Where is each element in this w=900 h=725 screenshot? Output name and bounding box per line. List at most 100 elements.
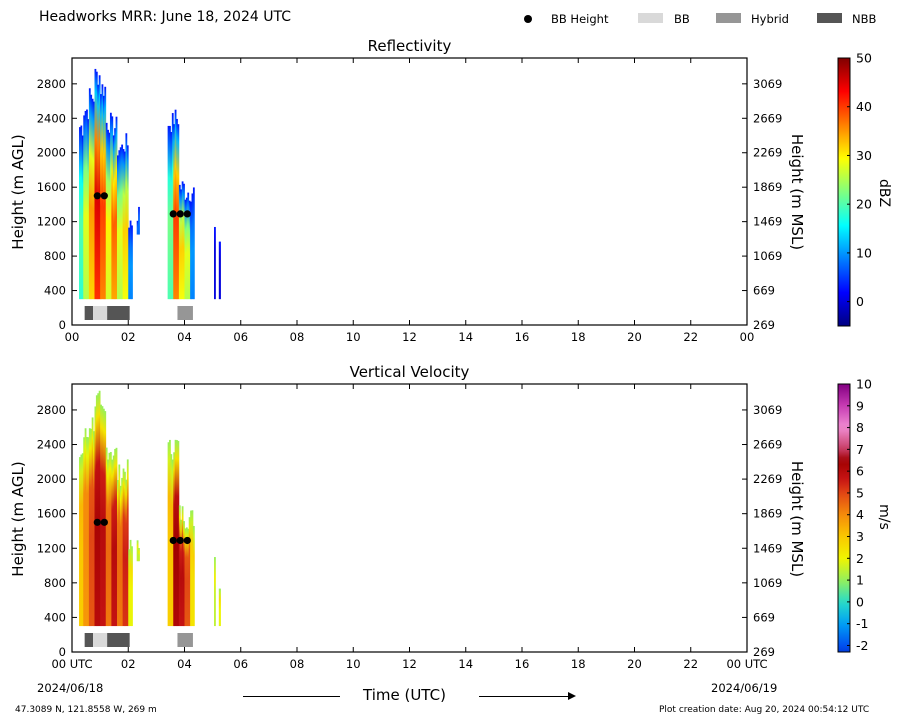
- echo-strip: [183, 521, 185, 627]
- y-tick-label-right: 269: [753, 318, 775, 332]
- bb-height-marker: [176, 536, 184, 545]
- echo-strip: [128, 549, 131, 627]
- echo-strip: [86, 109, 88, 300]
- echo-strip: [126, 459, 129, 627]
- echo-strip: [98, 390, 101, 627]
- colorbar-tick-label: 0: [856, 594, 864, 609]
- echo-strip: [86, 436, 88, 627]
- echo-strip: [176, 440, 178, 627]
- echo-strip: [180, 189, 183, 300]
- echo-strip: [138, 548, 140, 562]
- echo-strip: [84, 428, 87, 627]
- y-tick-label: 2400: [37, 111, 66, 125]
- echo-strip: [105, 447, 108, 627]
- y-tick-label-right: 2269: [753, 472, 782, 486]
- echo-strip: [93, 431, 95, 627]
- echo-strip: [169, 439, 171, 627]
- echo-strip: [117, 480, 119, 627]
- x-tick-label: 22: [683, 657, 698, 671]
- echo-strip: [84, 110, 87, 300]
- bb-type-bar-nbb: [107, 306, 130, 320]
- y-tick-label-right: 2269: [753, 146, 782, 160]
- echo-strip: [94, 68, 97, 300]
- echo-strip: [81, 135, 84, 300]
- echo-strip: [125, 479, 128, 627]
- y-tick-label: 2000: [37, 472, 66, 486]
- echo-strip: [121, 477, 124, 627]
- echo-strip: [178, 505, 181, 627]
- x-tick-label: 16: [515, 657, 530, 671]
- bb-height-marker: [93, 518, 101, 526]
- colorbar-tick-label: -2: [856, 638, 868, 653]
- end-date-label: 2024/06/19: [711, 681, 778, 695]
- colorbar-label: m/s: [876, 504, 892, 530]
- echo-strip: [118, 464, 121, 627]
- time-arrow-head: [568, 692, 576, 700]
- colorbar-tick-label: 30: [856, 148, 872, 163]
- bb-type-bar-hybrid: [177, 306, 193, 320]
- echo-strip: [183, 183, 185, 300]
- echo-strip: [214, 226, 216, 300]
- echo-strip: [188, 200, 191, 300]
- echo-strip: [176, 118, 178, 300]
- echo-strip: [122, 149, 125, 300]
- colorbar-tick-label: 6: [856, 464, 864, 479]
- y-tick-label: 400: [44, 610, 66, 624]
- y-tick-label: 0: [59, 645, 66, 659]
- echo-strip: [80, 454, 83, 627]
- echo-strip: [128, 227, 131, 300]
- echo-strip: [185, 197, 188, 300]
- echo-strip: [184, 528, 187, 627]
- legend-bb-swatch: [638, 13, 663, 23]
- y-tick-label-right: 1069: [753, 576, 782, 590]
- y-tick-label: 1200: [37, 541, 66, 555]
- colorbar-tick-label: 2: [856, 551, 864, 566]
- y-tick-label: 1200: [37, 215, 66, 229]
- legend-bb-height-label: BB Height: [551, 12, 609, 26]
- colorbar-tick-label: 7: [856, 442, 864, 457]
- echo-strip: [191, 510, 194, 627]
- colorbar-tick-label: 50: [856, 51, 872, 66]
- echo-strip: [131, 546, 133, 627]
- echo-strip: [119, 485, 122, 627]
- echo-strip: [129, 220, 132, 300]
- x-tick-label: 14: [458, 657, 473, 671]
- x-tick-label: 06: [233, 330, 248, 344]
- bb-type-bar-hybrid: [177, 633, 193, 647]
- colorbar-tick-label: 5: [856, 485, 864, 500]
- y-tick-label: 2400: [37, 438, 66, 452]
- echo-strip: [111, 459, 114, 627]
- echo-strip: [136, 220, 139, 235]
- y-tick-label: 400: [44, 284, 66, 298]
- echo-strip: [171, 113, 174, 300]
- echo-strip: [88, 428, 91, 627]
- echo-strip: [117, 155, 119, 300]
- echo-strip: [98, 75, 101, 300]
- y-tick-label-right: 1069: [753, 249, 782, 263]
- time-arrow-right: [479, 696, 570, 697]
- echo-strip: [79, 127, 81, 300]
- x-tick-label: 02: [121, 330, 136, 344]
- echo-strip: [93, 101, 95, 300]
- y-axis-label: Height (m AGL): [9, 134, 27, 249]
- echo-strip: [218, 588, 221, 627]
- echo-strip: [181, 181, 184, 300]
- echo-strip: [114, 128, 116, 300]
- y-tick-label: 0: [59, 318, 66, 332]
- bb-height-marker-icon: [524, 15, 532, 23]
- echo-strip: [79, 457, 81, 627]
- echo-strip: [87, 119, 90, 300]
- echo-strip: [101, 406, 104, 627]
- bb-height-marker: [93, 192, 101, 200]
- echo-strip: [105, 122, 108, 300]
- echo-strip: [138, 206, 140, 235]
- x-tick-label: 00 UTC: [726, 657, 767, 671]
- colorbar: [837, 383, 851, 653]
- x-tick-label: 08: [290, 657, 305, 671]
- echo-strip: [104, 411, 107, 627]
- echo-strip: [90, 428, 93, 627]
- echo-strip: [167, 442, 170, 627]
- echo-strip: [81, 453, 84, 627]
- y-tick-label-right: 1469: [753, 541, 782, 555]
